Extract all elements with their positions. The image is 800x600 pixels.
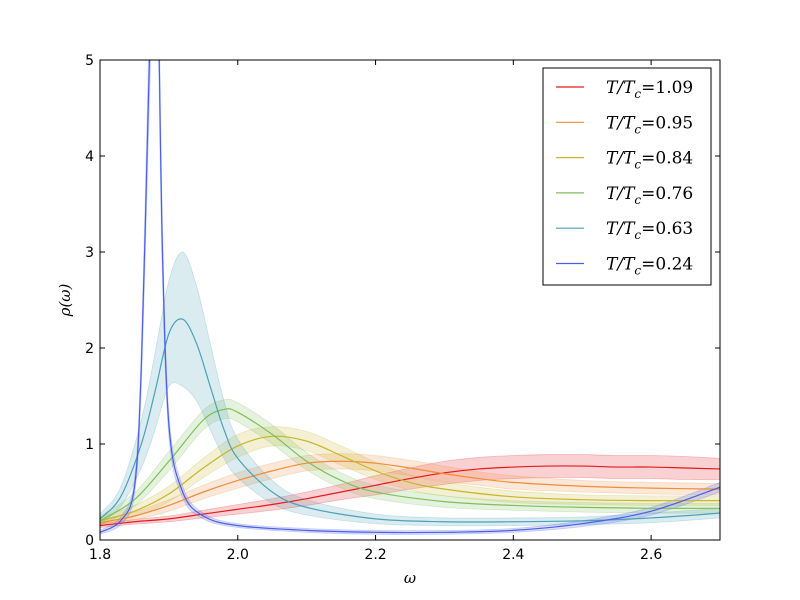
x-tick-label: 2.2 [364,547,386,563]
tick-labels: 1.8 2.0 2.2 2.4 2.6 0 1 2 3 4 5 [85,53,662,563]
line-series-4 [100,318,720,523]
line-series-0 [100,465,720,527]
plot-frame [99,59,721,541]
band-series-3 [100,398,720,527]
y-axis-label: ρ(ω) [56,283,74,317]
legend-label-2: T/Tc=0.84 [606,149,693,172]
legend: T/Tc=1.09 T/Tc=0.95 T/Tc=0.84 T/Tc=0.76 T/Tc… [542,67,712,286]
band-series-5 [100,60,720,535]
x-tick-label: 2.6 [640,547,662,563]
y-tick-label: 0 [85,533,94,549]
legend-box [542,67,712,286]
series-lines [100,60,720,534]
y-tick-label: 1 [85,437,94,453]
line-series-5 [100,60,720,534]
band-series-1 [100,453,720,527]
legend-label-5: T/Tc=0.24 [606,255,693,278]
line-series-3 [100,408,720,522]
legend-label-3: T/Tc=0.76 [606,184,693,207]
x-tick-label: 2.0 [227,547,249,563]
y-tick-label: 4 [85,149,94,165]
line-series-1 [100,460,720,524]
line-series-2 [100,435,720,522]
x-tick-label: 1.8 [89,547,111,563]
band-series-0 [100,454,720,528]
x-axis-label: ω [404,569,416,587]
y-tick-label: 5 [85,53,94,69]
band-series-2 [100,426,720,526]
legend-label-4: T/Tc=0.63 [606,219,693,242]
x-tick-label: 2.4 [502,547,524,563]
legend-label-0: T/Tc=1.09 [606,78,693,101]
y-tick-label: 2 [85,341,94,357]
confidence-bands [100,60,720,535]
legend-label-1: T/Tc=0.95 [606,113,693,136]
y-tick-label: 3 [85,245,94,261]
